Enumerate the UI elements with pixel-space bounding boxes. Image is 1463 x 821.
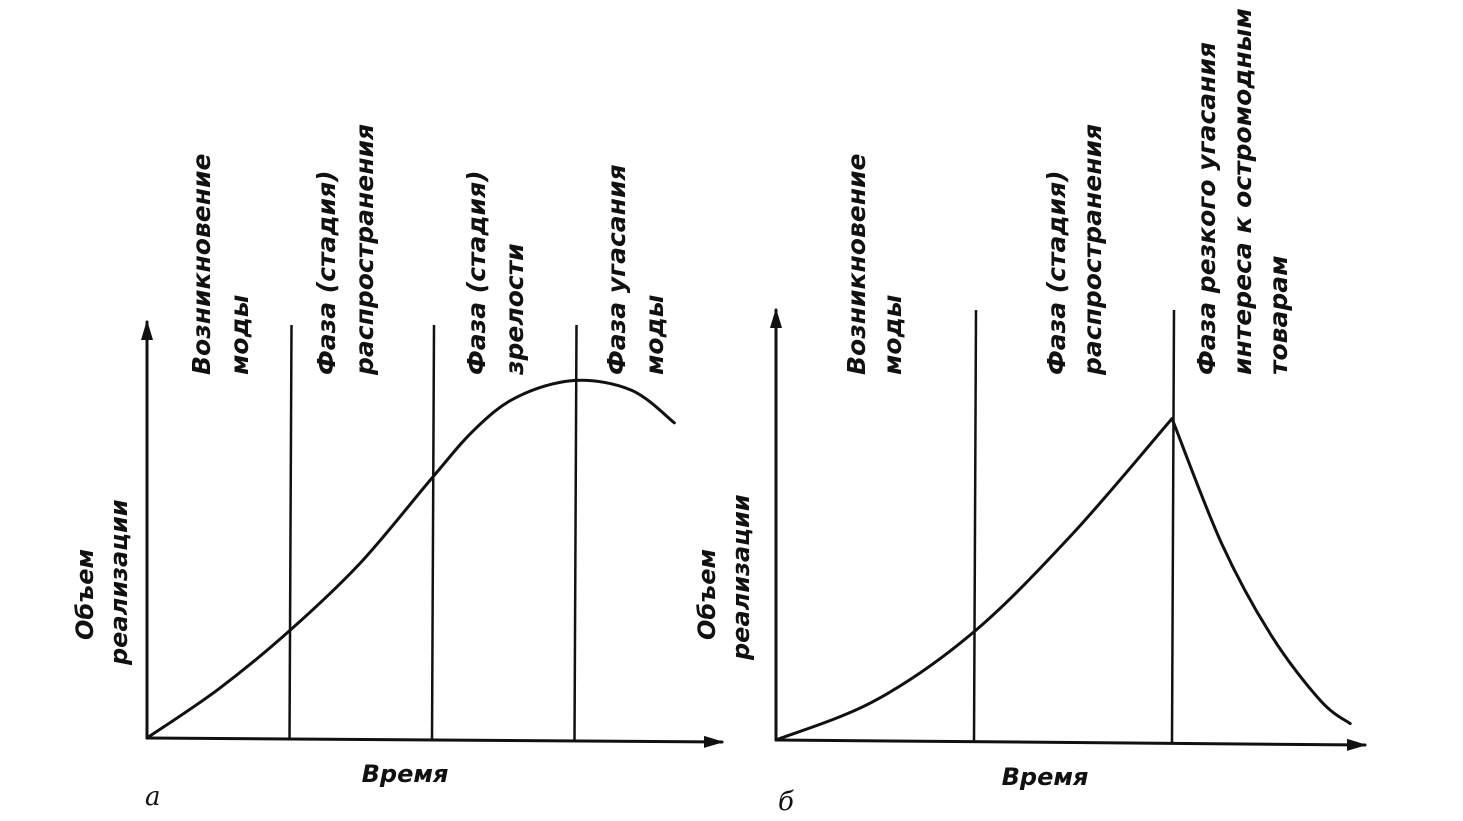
phase-label-b-3: Фаза резкого угасания интереса к остромод… bbox=[1192, 8, 1293, 375]
phase-boundaries-b bbox=[972, 309, 1176, 743]
phase-label-a-3: Фаза (стадия) зрелости bbox=[462, 170, 529, 376]
series-line-a bbox=[145, 378, 676, 740]
phase-boundary-a-3 bbox=[573, 324, 578, 741]
series-line-b bbox=[774, 417, 1352, 742]
chart-panel-a: Объем реализации Время а Возникновение мо… bbox=[71, 124, 724, 812]
phase-label-b-2: Фаза (стадия) распространения bbox=[1042, 124, 1107, 376]
phase-label-b-1-line-1: Возникновение bbox=[842, 154, 871, 375]
y-axis-label-b-line-2: реализации bbox=[727, 494, 755, 661]
panel-label-a: а bbox=[145, 782, 161, 812]
phase-label-a-4: Фаза угасания моды bbox=[602, 164, 669, 375]
phase-label-b-1-line-2: моды bbox=[878, 295, 907, 375]
phase-label-b-1: Возникновение моды bbox=[842, 154, 907, 375]
phase-label-a-1: Возникновение моды bbox=[187, 154, 254, 375]
x-axis-label-a: Время bbox=[362, 760, 449, 788]
phase-boundary-b-1 bbox=[972, 309, 978, 743]
phase-label-a-1-line-2: моды bbox=[225, 295, 254, 375]
phase-boundary-b-2 bbox=[1170, 309, 1176, 743]
phase-label-b-2-line-2: распространения bbox=[1078, 124, 1107, 376]
phase-label-a-4-line-2: моды bbox=[640, 295, 669, 375]
phase-label-a-3-line-2: зрелости bbox=[500, 243, 529, 376]
phase-label-a-2-line-1: Фаза (стадия) bbox=[312, 170, 341, 375]
phase-label-a-2: Фаза (стадия) распространения bbox=[312, 124, 379, 376]
x-axis-a bbox=[145, 735, 724, 748]
phase-label-b-2-line-1: Фаза (стадия) bbox=[1042, 170, 1071, 375]
phase-labels-b: Возникновение моды Фаза (стадия) распростра… bbox=[842, 8, 1293, 376]
phase-boundary-a-2 bbox=[430, 324, 436, 741]
phase-boundaries-a bbox=[288, 324, 578, 741]
phase-label-b-3-line-3: товарам bbox=[1264, 255, 1293, 375]
panel-label-b: б bbox=[778, 787, 794, 817]
x-axis-b bbox=[774, 738, 1367, 751]
phase-label-a-2-line-2: распространения bbox=[350, 124, 379, 376]
phase-label-a-1-line-1: Возникновение bbox=[187, 154, 216, 375]
y-axis-label-a: Объем реализации bbox=[71, 499, 133, 666]
chart-panel-b: Объем реализации Время б Возникновение мо… bbox=[693, 8, 1367, 817]
y-axis-label-b: Объем реализации bbox=[693, 494, 755, 661]
phase-labels-a: Возникновение моды Фаза (стадия) распростра… bbox=[187, 124, 669, 376]
phase-label-b-3-line-2: интереса к остромодным bbox=[1228, 8, 1257, 375]
y-axis-label-b-line-1: Объем bbox=[693, 549, 721, 640]
y-axis-label-a-line-2: реализации bbox=[105, 499, 133, 666]
phase-label-a-3-line-1: Фаза (стадия) bbox=[462, 170, 491, 375]
phase-label-b-3-line-1: Фаза резкого угасания bbox=[1192, 42, 1221, 375]
y-axis-label-a-line-1: Объем bbox=[71, 549, 99, 640]
phase-boundary-a-1 bbox=[288, 324, 293, 741]
phase-label-a-4-line-1: Фаза угасания bbox=[602, 164, 631, 375]
x-axis-label-b: Время bbox=[1002, 763, 1089, 791]
